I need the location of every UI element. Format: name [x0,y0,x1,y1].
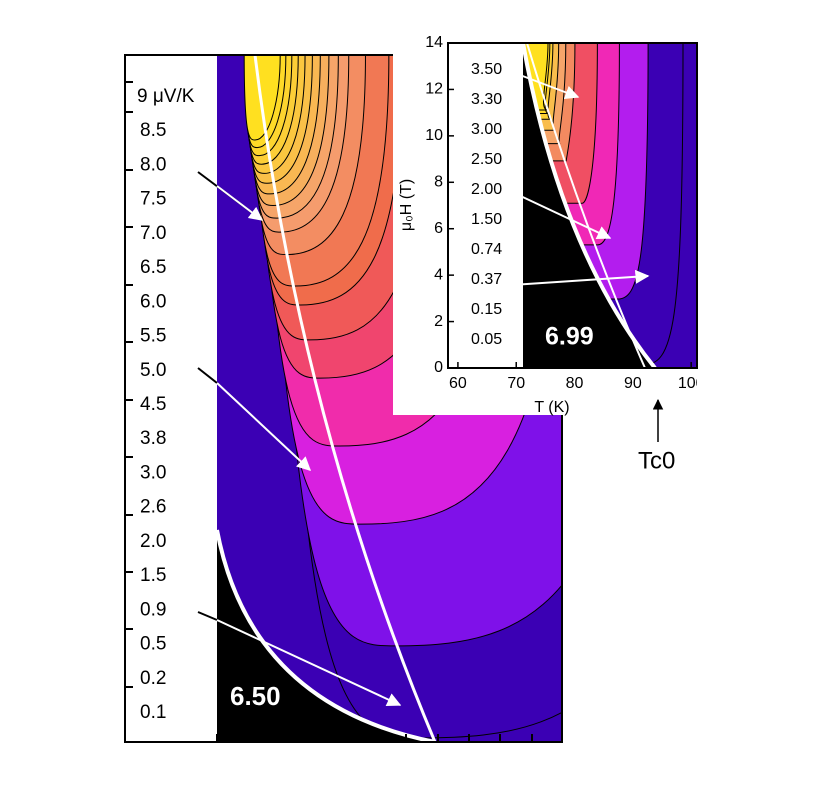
y-tick-label: 14 [425,34,443,51]
y-tick-label: 10 [425,127,443,144]
arrow [511,269,650,286]
level-label: 3.30 [471,91,502,108]
level-label: 0.1 [140,702,166,723]
y-axis-label: μ₀H (T) [398,179,415,231]
label-area [448,43,523,368]
x-tick-label: 60 [449,375,467,392]
level-label: 3.00 [471,121,502,138]
y-tick-label: 6 [434,220,443,237]
level-label: 3.8 [140,428,166,449]
level-label: 2.6 [140,497,166,518]
superconducting-region [217,530,435,742]
boundary [215,529,436,744]
level-labels: 9 μV/K 8.5 8.0 7.5 7.0 6.5 6.0 5.5 5.0 4.5 3.8 3.0 2… [137,86,195,723]
arrow [216,619,402,707]
arrow-tail [197,367,218,384]
level-label: 7.0 [140,223,166,244]
level-label: 1.5 [140,565,166,586]
level-label: 0.05 [471,331,502,348]
contour [243,55,281,141]
y-tick-label: 8 [434,174,443,191]
y-tick-label: 2 [434,313,443,330]
level-label: 4.5 [140,394,166,415]
level-label: 6.5 [140,257,166,278]
level-label: 0.37 [471,271,502,288]
arrow [216,185,264,221]
inset-overlay: 6.99 [448,43,657,368]
level-label: 3.0 [140,462,166,483]
level-label: 6.0 [140,291,166,312]
level-label: 5.5 [140,326,166,347]
ridge-line [526,43,646,368]
ridge-line [253,54,437,743]
level-label: 1.50 [471,211,502,228]
x-tick-label: 90 [624,375,642,392]
x-tick-label: 70 [507,375,525,392]
arrow [511,191,612,239]
level-label: 2.00 [471,181,502,198]
y-tick-label: 12 [425,81,443,98]
level-label: 2.50 [471,151,502,168]
level-label: 8.5 [140,120,166,141]
level-label: 2.0 [140,531,166,552]
inset-axes: 60 70 80 90 100 0 2 4 6 8 10 12 14 [425,34,705,392]
level-label: 0.2 [140,668,166,689]
sample-label: 6.50 [230,681,281,711]
level-label: 7.5 [140,189,166,210]
level-label: 0.15 [471,301,502,318]
arrow [216,382,312,471]
x-axis-label: T (K) [534,399,569,416]
arrow [511,71,580,100]
sample-label: 6.99 [545,323,594,351]
level-label: 3.50 [471,61,502,78]
level-label: 0.74 [471,241,502,258]
level-label: 8.0 [140,154,166,175]
arrow-tail [197,611,218,621]
tc0-label: Tc0 [638,447,675,474]
x-tick-label: 80 [566,375,584,392]
y-tick-label: 0 [434,359,443,376]
inset-frame [447,42,698,369]
level-label: 0.5 [140,634,166,655]
y-tick-label: 4 [434,266,443,283]
level-label: 5.0 [140,360,166,381]
x-tick-label: 100 [678,375,705,392]
level-label: 9 μV/K [137,86,195,107]
level-label: 0.9 [140,599,166,620]
